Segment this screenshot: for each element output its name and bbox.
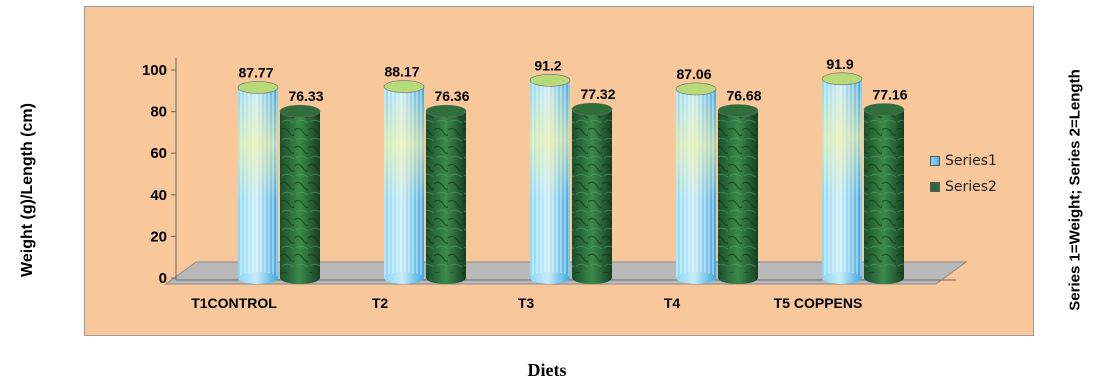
bar-glow [384,86,424,278]
x-tick-label: T2 [372,295,389,311]
legend-item-series1: Series1 [930,148,997,174]
data-label-series1: 88.17 [384,64,419,80]
legend-label-series1: Series1 [945,153,997,169]
x-tick-label: T4 [664,295,681,311]
data-label-series2: 76.68 [726,88,761,104]
bar-glow [676,88,716,279]
data-label-series1: 91.9 [826,56,853,72]
x-tick-label: T1CONTROL [191,295,277,311]
y-axis-label: Weight (g)/Length (cm) [19,103,36,277]
y-tick-label: 60 [150,145,167,162]
data-label-series1: 87.77 [238,64,273,80]
bar-glow [822,78,862,279]
bar-series2 [425,104,467,284]
data-label-series2: 76.33 [288,88,323,104]
bar-glow [238,87,278,278]
data-label-series2: 76.36 [434,88,469,104]
bar-series2 [863,103,905,284]
data-label-series1: 91.2 [534,57,561,73]
series-note: Series 1=Weight; Series 2=Length [1066,69,1084,311]
bar-series2 [279,104,321,284]
legend: Series1 Series2 [930,148,997,200]
y-tick-label: 40 [150,187,167,204]
x-tick-label: T3 [518,295,535,311]
x-tick-label: T5 COPPENS [774,295,863,311]
legend-item-series2: Series2 [930,174,997,200]
data-label-series2: 77.16 [872,87,907,103]
legend-swatch-series2 [930,182,940,192]
legend-label-series2: Series2 [945,179,997,195]
y-tick-label: 80 [150,104,167,121]
legend-swatch-series1 [930,156,940,166]
bar-series2 [571,102,613,284]
y-tick-label: 0 [159,270,167,287]
y-tick-label: 20 [150,228,167,245]
data-label-series2: 77.32 [580,86,615,102]
data-label-series1: 87.06 [676,66,711,82]
x-axis-label: Diets [527,360,567,380]
bar-glow [530,80,570,278]
bar-series2 [717,104,759,284]
y-tick-label: 100 [142,62,167,79]
